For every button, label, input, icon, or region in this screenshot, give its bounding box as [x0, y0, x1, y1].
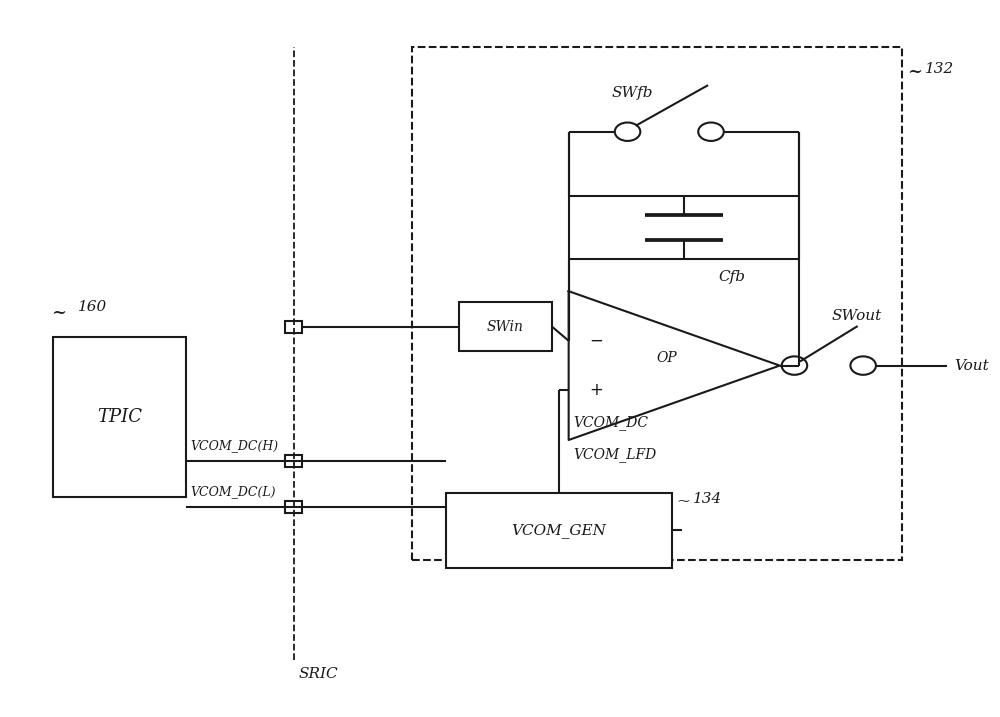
Text: VCOM_DC(H): VCOM_DC(H)	[191, 440, 279, 452]
Text: OP: OP	[656, 351, 677, 366]
Text: −: −	[589, 332, 603, 350]
Text: TPIC: TPIC	[97, 408, 142, 426]
Text: VCOM_DC(L): VCOM_DC(L)	[191, 485, 276, 498]
Text: 134: 134	[693, 492, 723, 505]
Bar	[459, 302, 552, 351]
Bar	[285, 455, 302, 467]
Text: ~: ~	[677, 492, 691, 509]
Text: VCOM_LFD: VCOM_LFD	[574, 447, 657, 462]
Text: Cfb: Cfb	[718, 270, 745, 284]
Bar	[285, 320, 302, 333]
Text: SRIC: SRIC	[299, 667, 338, 681]
Text: SWout: SWout	[832, 309, 882, 323]
Text: SWin: SWin	[487, 320, 524, 333]
Text: ~: ~	[907, 62, 922, 80]
Text: 132: 132	[925, 62, 954, 77]
Text: ~: ~	[51, 303, 66, 321]
Text: Vout: Vout	[954, 358, 989, 373]
Bar	[446, 493, 672, 568]
Bar	[412, 47, 902, 561]
Text: +: +	[589, 381, 603, 399]
Bar	[285, 501, 302, 513]
Text: 160: 160	[78, 300, 107, 315]
Bar	[53, 337, 186, 497]
Text: SWfb: SWfb	[612, 86, 653, 100]
Text: VCOM_DC: VCOM_DC	[574, 415, 649, 429]
Text: VCOM_GEN: VCOM_GEN	[511, 523, 606, 538]
